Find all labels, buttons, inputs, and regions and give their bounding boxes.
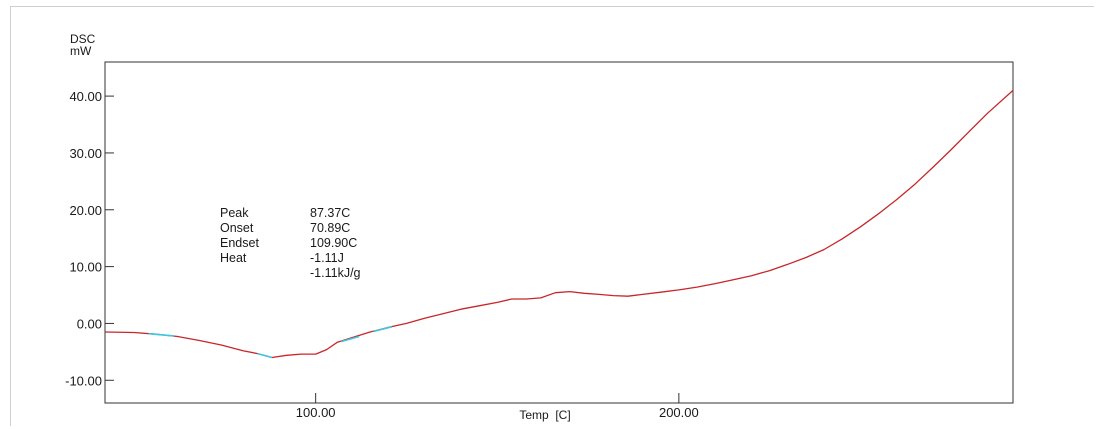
y-tick-label: 10.00 bbox=[69, 260, 102, 275]
annotation-value: -1.11J bbox=[310, 251, 344, 265]
dsc-series-line bbox=[104, 89, 1014, 359]
y-tick-label: 20.00 bbox=[69, 203, 102, 218]
y-tick-label: 40.00 bbox=[69, 89, 102, 104]
x-axis-label: Temp [C] bbox=[519, 408, 570, 422]
x-tick-label: 100.00 bbox=[296, 405, 336, 420]
annotation-label: Peak bbox=[220, 206, 249, 220]
x-tick-label: 200.00 bbox=[659, 405, 699, 420]
baseline-segment bbox=[373, 326, 393, 333]
baseline-segment bbox=[257, 352, 273, 359]
annotation-label: Endset bbox=[220, 236, 259, 250]
baseline-segment bbox=[148, 332, 175, 337]
axes-group: -10.00 0.00 10.00 20.00 30.00 40.00 100.00 200.… bbox=[65, 61, 1014, 420]
annotation-label: Onset bbox=[220, 221, 254, 235]
y-tick-label: -10.00 bbox=[65, 373, 102, 388]
annotation-label: Heat bbox=[220, 251, 247, 265]
chart-window-frame bbox=[10, 6, 1094, 426]
annotation-value: 87.37C bbox=[310, 206, 350, 220]
baseline-segment bbox=[340, 335, 360, 343]
annotation-layer: Peak 87.37C Onset 70.89C Endset 109.90C Heat -1… bbox=[220, 206, 361, 280]
annotation-value: 109.90C bbox=[310, 236, 357, 250]
y-tick-label: 0.00 bbox=[77, 316, 102, 331]
annotation-value: 70.89C bbox=[310, 221, 350, 235]
y-axis-label-line2: mW bbox=[70, 44, 92, 58]
y-tick-label: 30.00 bbox=[69, 146, 102, 161]
annotation-value: -1.11kJ/g bbox=[310, 266, 361, 280]
series-layer bbox=[104, 89, 1014, 359]
y-axis-label-line1: DSC bbox=[70, 32, 96, 46]
plot-area-border bbox=[104, 61, 1014, 404]
